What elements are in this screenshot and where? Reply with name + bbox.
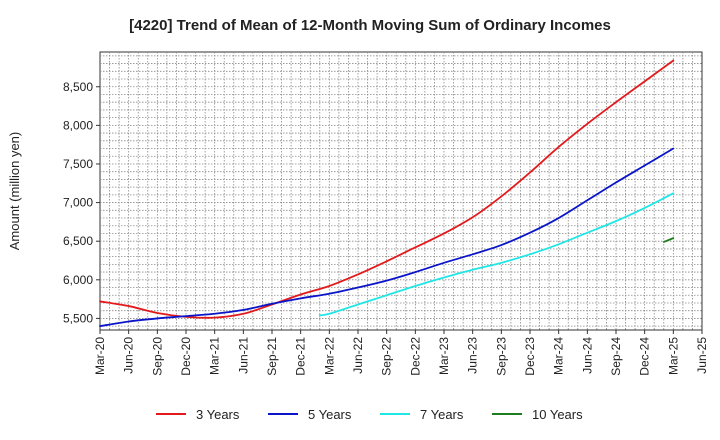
x-tick-label: Mar-21 — [208, 337, 222, 375]
y-tick-label: 6,500 — [63, 234, 93, 248]
x-tick-label: Dec-20 — [179, 337, 193, 376]
x-tick-label: Jun-20 — [122, 337, 136, 374]
x-tick-label: Mar-25 — [666, 337, 680, 375]
legend-label-5-years: 5 Years — [308, 407, 352, 422]
x-tick-label: Sep-22 — [380, 337, 394, 376]
y-axis-label: Amount (million yen) — [7, 132, 22, 251]
x-tick-label: Dec-23 — [523, 337, 537, 376]
y-tick-label: 5,500 — [63, 311, 93, 325]
plot-area — [99, 51, 703, 331]
grid — [100, 52, 702, 330]
series-line-10-years — [662, 237, 675, 243]
x-tick-label: Jun-25 — [695, 337, 709, 374]
x-tick-label: Jun-24 — [580, 337, 594, 374]
x-tick-label: Mar-24 — [552, 337, 566, 375]
y-tick-label: 7,500 — [63, 157, 93, 171]
x-tick-label: Jun-23 — [466, 337, 480, 374]
legend-label-10-years: 10 Years — [532, 407, 583, 422]
x-tick-label: Dec-22 — [408, 337, 422, 376]
x-tick-label: Jun-21 — [236, 337, 250, 374]
x-tick-label: Sep-23 — [494, 337, 508, 376]
y-axis-ticks: 5,500 6,000 6,500 7,000 7,500 8,000 8,500 — [63, 80, 100, 325]
series-line-7-years — [318, 192, 675, 317]
x-tick-label: Jun-22 — [351, 337, 365, 374]
y-tick-label: 6,000 — [63, 273, 93, 287]
series-line-3-years — [99, 59, 675, 319]
x-tick-label: Mar-20 — [93, 337, 107, 375]
x-tick-label: Mar-22 — [322, 337, 336, 375]
legend-label-7-years: 7 Years — [420, 407, 464, 422]
x-tick-label: Sep-21 — [265, 337, 279, 376]
x-tick-label: Dec-21 — [294, 337, 308, 376]
legend: 3 Years 5 Years 7 Years 10 Years — [156, 407, 583, 422]
y-tick-label: 7,000 — [63, 196, 93, 210]
y-tick-label: 8,000 — [63, 118, 93, 132]
chart-title: [4220] Trend of Mean of 12-Month Moving … — [129, 17, 611, 34]
x-tick-label: Sep-20 — [150, 337, 164, 376]
series-line-5-years — [99, 147, 675, 328]
x-axis-ticks: Mar-20 Jun-20 Sep-20 Dec-20 Mar-21 Jun-21 Sep-… — [93, 330, 709, 376]
y-tick-label: 8,500 — [63, 80, 93, 94]
x-tick-label: Sep-24 — [609, 337, 623, 376]
x-tick-label: Dec-24 — [638, 337, 652, 376]
x-tick-label: Mar-23 — [437, 337, 451, 375]
legend-label-3-years: 3 Years — [196, 407, 240, 422]
series-lines — [99, 59, 675, 328]
